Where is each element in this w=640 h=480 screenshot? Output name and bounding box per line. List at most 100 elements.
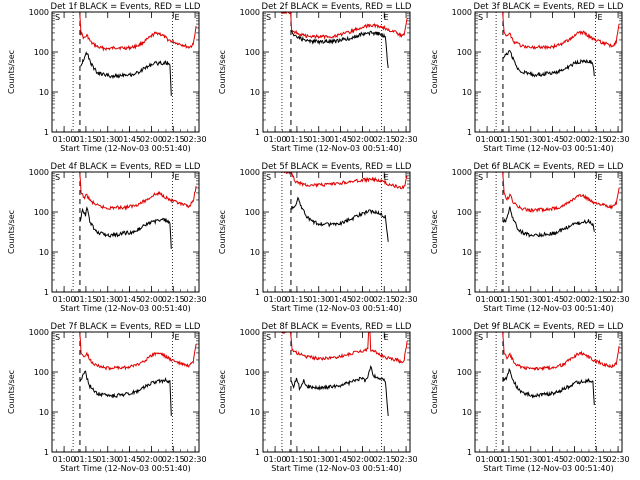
x-tick-label: 02:00 — [140, 135, 163, 144]
y-tick-label: 1 — [467, 128, 472, 137]
y-tick-label: 100 — [34, 208, 49, 217]
y-axis-label: Counts/sec — [430, 370, 439, 414]
x-tick-label: 01:45 — [541, 455, 564, 464]
y-tick-label: 1000 — [240, 168, 260, 177]
events-series-line — [502, 49, 595, 78]
y-axis-label: Counts/sec — [218, 210, 227, 254]
y-tick-label: 100 — [245, 48, 260, 57]
lld-series-line — [79, 11, 197, 52]
y-tick-label: 1 — [467, 288, 472, 297]
lld-series-line — [280, 11, 408, 40]
x-tick-label: 01:00 — [264, 135, 287, 144]
y-tick-label: 10 — [462, 408, 472, 417]
panel-title: Det 8f BLACK = Events, RED = LLD — [262, 322, 412, 332]
panel-title: Det 6f BLACK = Events, RED = LLD — [474, 162, 624, 172]
panel-title: Det 3f BLACK = Events, RED = LLD — [474, 2, 624, 12]
x-tick-label: 02:30 — [184, 135, 207, 144]
x-tick-label: 01:45 — [118, 295, 141, 304]
y-tick-label: 1 — [44, 128, 49, 137]
e-marker-label: E — [384, 333, 389, 342]
x-axis-label: Start Time (12-Nov-03 00:51:40) — [60, 464, 190, 473]
s-marker-label: S — [478, 173, 483, 182]
x-tick-label: 01:15 — [497, 295, 520, 304]
x-axis-label: Start Time (12-Nov-03 00:51:40) — [271, 304, 401, 313]
s-marker-label: S — [266, 173, 271, 182]
panel-5: Det 5f BLACK = Events, RED = LLD Counts/s… — [218, 162, 418, 313]
x-tick-label: 02:15 — [162, 455, 185, 464]
y-tick-label: 10 — [462, 88, 472, 97]
x-tick-label: 02:30 — [184, 455, 207, 464]
s-marker-label: S — [478, 13, 483, 22]
y-tick-label: 1000 — [240, 8, 260, 17]
plot-frame — [51, 331, 200, 453]
panel-title: Det 7f BLACK = Events, RED = LLD — [51, 322, 201, 332]
events-series-line — [502, 367, 595, 406]
x-tick-label: 01:30 — [519, 455, 542, 464]
y-axis-label: Counts/sec — [7, 50, 16, 94]
y-tick-label: 10 — [250, 248, 260, 257]
x-tick-label: 01:00 — [264, 295, 287, 304]
x-tick-label: 01:15 — [497, 135, 520, 144]
x-tick-label: 01:30 — [96, 295, 119, 304]
x-tick-label: 01:15 — [285, 455, 308, 464]
s-marker-label: S — [55, 333, 60, 342]
x-tick-label: 02:30 — [395, 455, 418, 464]
panel-1: Det 1f BLACK = Events, RED = LLD Counts/s… — [7, 2, 207, 153]
lld-series-line — [79, 331, 197, 371]
y-tick-label: 1000 — [29, 8, 49, 17]
x-tick-label: 02:00 — [351, 295, 374, 304]
x-tick-label: 02:00 — [563, 295, 586, 304]
events-series-line — [291, 30, 389, 68]
x-tick-label: 01:45 — [329, 455, 352, 464]
x-tick-label: 01:15 — [74, 455, 97, 464]
x-tick-label: 01:00 — [476, 295, 499, 304]
panel-title: Det 2f BLACK = Events, RED = LLD — [262, 2, 412, 12]
x-tick-label: 01:30 — [307, 455, 330, 464]
panel-title: Det 4f BLACK = Events, RED = LLD — [51, 162, 201, 172]
plot-frame — [51, 11, 200, 133]
x-tick-label: 01:45 — [329, 135, 352, 144]
x-tick-label: 01:30 — [519, 295, 542, 304]
x-tick-label: 01:15 — [285, 135, 308, 144]
y-tick-label: 1 — [44, 448, 49, 457]
s-marker-label: S — [55, 173, 60, 182]
x-tick-label: 02:00 — [351, 455, 374, 464]
s-marker-label: S — [266, 13, 271, 22]
y-tick-label: 1 — [44, 288, 49, 297]
y-tick-label: 100 — [457, 368, 472, 377]
x-tick-label: 01:00 — [264, 455, 287, 464]
y-axis-label: Counts/sec — [7, 210, 16, 254]
plot-frame — [474, 11, 623, 133]
x-tick-label: 02:00 — [351, 135, 374, 144]
plot-frame — [51, 171, 200, 293]
x-tick-label: 01:45 — [541, 295, 564, 304]
x-tick-label: 01:00 — [53, 135, 76, 144]
x-tick-label: 02:30 — [607, 135, 630, 144]
x-tick-label: 02:00 — [563, 455, 586, 464]
x-axis-label: Start Time (12-Nov-03 00:51:40) — [483, 464, 613, 473]
x-axis-label: Start Time (12-Nov-03 00:51:40) — [271, 144, 401, 153]
x-tick-label: 02:15 — [585, 295, 608, 304]
y-tick-label: 10 — [39, 88, 49, 97]
lld-series-line — [79, 171, 197, 211]
y-axis-label: Counts/sec — [430, 50, 439, 94]
y-tick-label: 100 — [457, 48, 472, 57]
panel-6: Det 6f BLACK = Events, RED = LLD Counts/s… — [430, 162, 630, 313]
y-tick-label: 10 — [250, 88, 260, 97]
x-tick-label: 01:00 — [53, 455, 76, 464]
x-tick-label: 02:15 — [162, 135, 185, 144]
panel-title: Det 1f BLACK = Events, RED = LLD — [51, 2, 201, 12]
x-tick-label: 02:30 — [607, 295, 630, 304]
x-axis-label: Start Time (12-Nov-03 00:51:40) — [483, 144, 613, 153]
x-tick-label: 01:15 — [74, 135, 97, 144]
panel-title: Det 9f BLACK = Events, RED = LLD — [474, 322, 624, 332]
x-tick-label: 01:45 — [541, 135, 564, 144]
x-tick-label: 01:15 — [497, 455, 520, 464]
e-marker-label: E — [384, 173, 389, 182]
s-marker-label: S — [55, 13, 60, 22]
x-axis-label: Start Time (12-Nov-03 00:51:40) — [60, 144, 190, 153]
x-axis-label: Start Time (12-Nov-03 00:51:40) — [483, 304, 613, 313]
y-tick-label: 1 — [255, 288, 260, 297]
lld-series-line — [281, 171, 408, 190]
